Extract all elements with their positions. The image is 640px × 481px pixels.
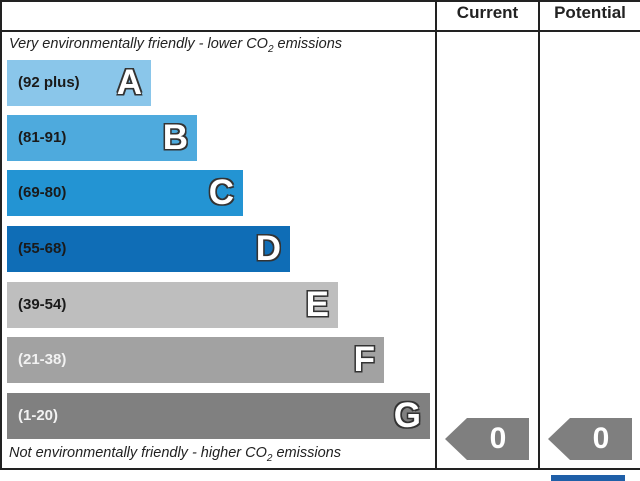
band-range: (92 plus) [18, 74, 80, 91]
current-rating-arrow: 0 [445, 418, 529, 460]
band-range: (39-54) [18, 296, 67, 313]
band-range: (69-80) [18, 184, 67, 201]
band-letter: A [116, 63, 142, 102]
current-arrow-shape [445, 418, 529, 460]
band-bar-a: (92 plus) A [7, 60, 151, 106]
band-letter: E [305, 285, 329, 324]
header-current: Current [456, 3, 519, 22]
potential-rating-arrow: 0 [548, 418, 632, 460]
band-range: (55-68) [18, 240, 67, 257]
band-letter: G [393, 396, 421, 435]
column-divider-potential [538, 0, 540, 470]
band-bar-f: (21-38) F [7, 337, 384, 383]
header-potential: Potential [554, 3, 626, 22]
band-letter: B [162, 118, 188, 157]
blue-button-edge[interactable] [551, 475, 625, 481]
frame-top [0, 0, 640, 2]
band-range: (1-20) [18, 407, 59, 424]
top-caption: Very environmentally friendly - lower CO… [9, 36, 343, 55]
frame-left [0, 0, 2, 470]
band-range: (81-91) [18, 129, 67, 146]
band-bar-c: (69-80) C [7, 170, 243, 216]
band-letter: D [255, 229, 281, 268]
band-bar-e: (39-54) E [7, 282, 338, 328]
band-letter: F [353, 340, 375, 379]
current-rating-value: 0 [489, 422, 507, 455]
frame-bottom [0, 468, 640, 470]
band-bar-b: (81-91) B [7, 115, 197, 161]
potential-rating-value: 0 [592, 422, 610, 455]
column-divider-current [435, 0, 437, 470]
potential-arrow-shape [548, 418, 632, 460]
bottom-caption: Not environmentally friendly - higher CO… [9, 445, 341, 464]
band-bar-g: (1-20) G [7, 393, 430, 439]
band-range: (21-38) [18, 351, 67, 368]
band-letter: C [208, 173, 234, 212]
band-bar-d: (55-68) D [7, 226, 290, 272]
header-divider [0, 30, 640, 32]
